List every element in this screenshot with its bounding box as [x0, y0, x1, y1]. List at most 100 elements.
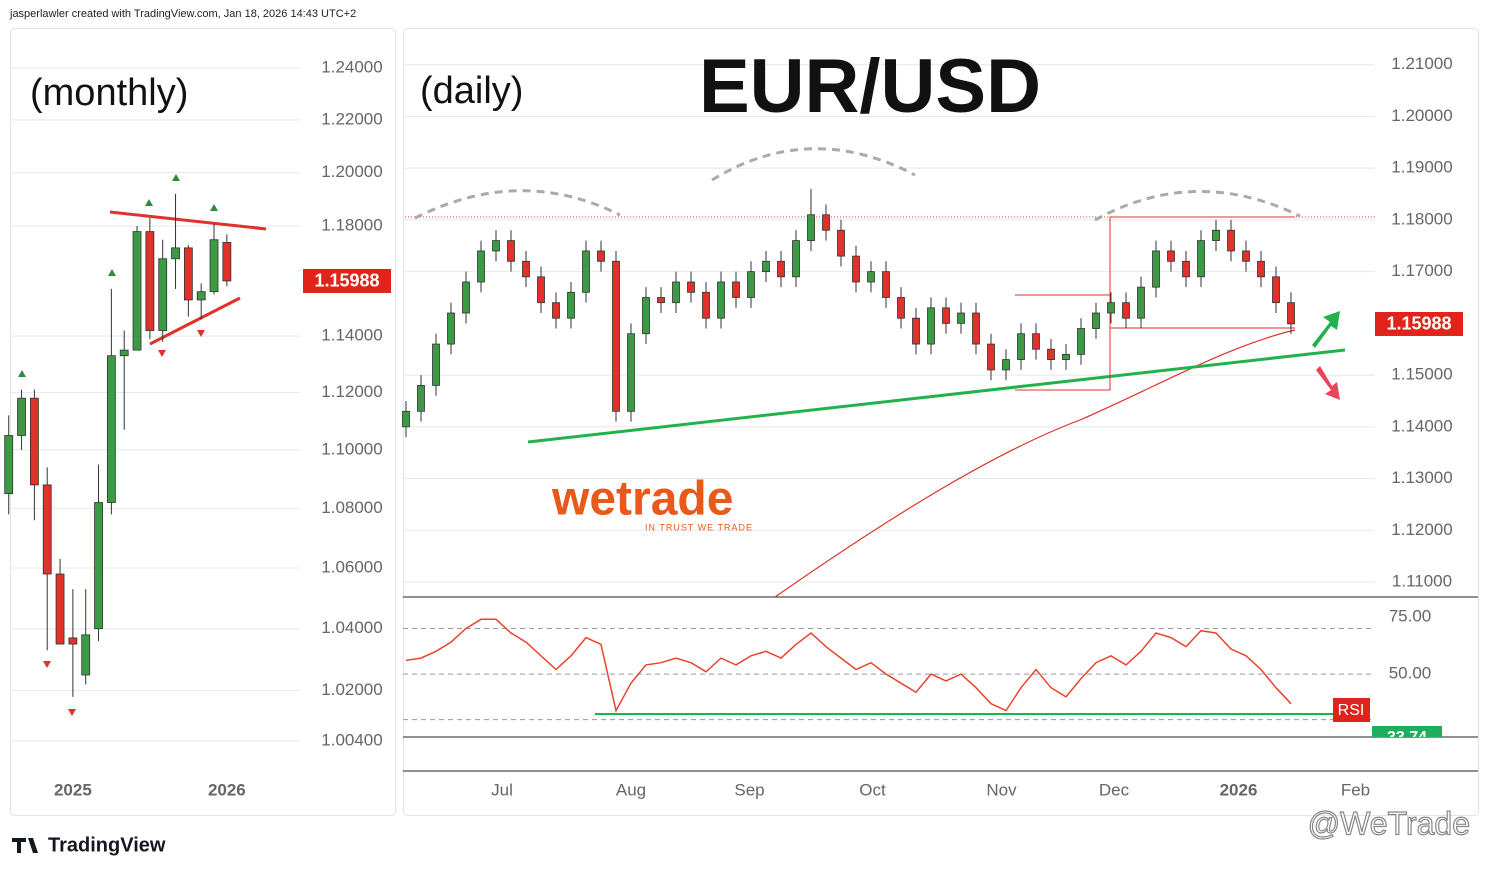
- price-label-box: [1375, 311, 1463, 336]
- x-tick-label: Dec: [1099, 780, 1130, 799]
- candle-body: [29, 397, 39, 486]
- candle-body: [642, 297, 650, 335]
- candle-body: [882, 271, 890, 298]
- candle-body: [477, 250, 485, 283]
- brand-logo: wetrade: [551, 473, 733, 526]
- candle-body: [4, 435, 14, 495]
- daily-label: (daily): [420, 70, 523, 112]
- candle-body: [522, 260, 530, 278]
- candle-body: [687, 281, 695, 293]
- y-tick-label: 1.14000: [321, 326, 382, 345]
- y-tick-label: 1.11000: [1392, 571, 1452, 590]
- candle-body: [222, 242, 232, 282]
- candle-body: [68, 637, 78, 645]
- candle-body: [1212, 229, 1220, 241]
- candle-body: [1197, 240, 1205, 278]
- rsi-line: [405, 618, 1292, 713]
- candle-body: [942, 307, 950, 324]
- candle-body: [807, 214, 815, 241]
- candle-body: [927, 307, 935, 345]
- candle-body: [1122, 302, 1130, 319]
- tradingview-brand: TradingView: [48, 834, 166, 856]
- candle-body: [492, 240, 500, 252]
- candle-body: [672, 281, 680, 304]
- y-tick-label: 1.04000: [321, 618, 382, 637]
- series-label: RSI: [1338, 702, 1365, 719]
- tv-icon: [12, 838, 38, 853]
- candle-body: [1092, 312, 1100, 329]
- y-tick-label: 1.21000: [1391, 54, 1452, 73]
- shoulder-arc: [1094, 189, 1301, 222]
- candle-body: [612, 260, 620, 412]
- candle-body: [507, 240, 515, 262]
- candle-body: [897, 297, 905, 319]
- y-tick-label: 1.12000: [1391, 520, 1452, 539]
- y-tick-label: 1.19000: [1391, 158, 1452, 177]
- y-tick-label: 1.02000: [321, 680, 382, 699]
- candle-body: [717, 281, 725, 319]
- head-arc: [711, 147, 916, 182]
- x-tick-label: 2025: [54, 780, 92, 799]
- y-tick-label: 1.22000: [321, 109, 382, 128]
- candle-body: [747, 271, 755, 298]
- y-tick-label: 1.20000: [1391, 106, 1452, 125]
- x-tick-label: Sep: [734, 780, 764, 799]
- credit: jasperlawler created with TradingView.co…: [9, 8, 356, 20]
- y-tick-label: 1.24000: [321, 58, 382, 77]
- candle-body: [183, 247, 193, 301]
- pivot-highs: [18, 174, 218, 377]
- candle-body: [432, 343, 440, 386]
- candle-body: [106, 355, 116, 503]
- candle-body: [732, 281, 740, 298]
- y-tick-label: 1.15000: [1391, 365, 1452, 384]
- y-tick-label: 1.14000: [1391, 416, 1452, 435]
- candle-body: [537, 276, 545, 304]
- candle-body: [196, 291, 206, 301]
- pivot-lows: [43, 330, 205, 716]
- candle-body: [837, 229, 845, 257]
- candle-body: [702, 291, 710, 319]
- price-label: 1.15988: [314, 271, 379, 291]
- y-tick-label: 1.18000: [1391, 209, 1452, 228]
- candle-body: [1287, 302, 1295, 325]
- y-tick-label: 1.13000: [1391, 468, 1452, 487]
- candle-body: [94, 502, 103, 630]
- y-tick-label: 1.18000: [321, 216, 382, 235]
- x-tick-label: Aug: [616, 780, 646, 799]
- candle-body: [447, 312, 455, 345]
- down-arrow: [1316, 366, 1340, 400]
- candle-body: [119, 349, 129, 357]
- candle-body: [417, 385, 425, 412]
- candle-body: [402, 410, 410, 428]
- candle-body: [1002, 359, 1010, 371]
- y-tick-label: 1.17000: [1391, 261, 1452, 280]
- shoulder-arc: [414, 189, 621, 220]
- value-label-box: [1372, 726, 1442, 737]
- candle-body: [1152, 250, 1160, 288]
- candle-body: [1137, 286, 1145, 319]
- candle-body: [158, 258, 168, 331]
- x-tick-label: Oct: [859, 780, 886, 799]
- candle-body: [209, 239, 219, 293]
- candle-body: [1257, 260, 1265, 278]
- candle-body: [552, 302, 560, 319]
- candle-body: [867, 271, 875, 283]
- triangle-bottom: [149, 296, 241, 346]
- y-tick-label: 1.12000: [321, 382, 382, 401]
- candle-body: [42, 484, 52, 575]
- candle-body: [972, 312, 980, 345]
- candle-body: [55, 573, 65, 645]
- candle-body: [777, 260, 785, 278]
- candle-body: [597, 250, 605, 262]
- trend-line: [527, 348, 1346, 444]
- y-tick-label: 1.00400: [321, 730, 382, 749]
- candle-body: [1272, 276, 1280, 304]
- triangle-top: [109, 210, 267, 231]
- monthly-panel: [10, 28, 396, 816]
- y-tick-label: 75.00: [1389, 607, 1432, 626]
- price-label-box: [303, 268, 391, 293]
- candle-body: [17, 397, 26, 436]
- series-label-box: [1333, 698, 1370, 722]
- price-label: 1.15988: [1386, 314, 1451, 334]
